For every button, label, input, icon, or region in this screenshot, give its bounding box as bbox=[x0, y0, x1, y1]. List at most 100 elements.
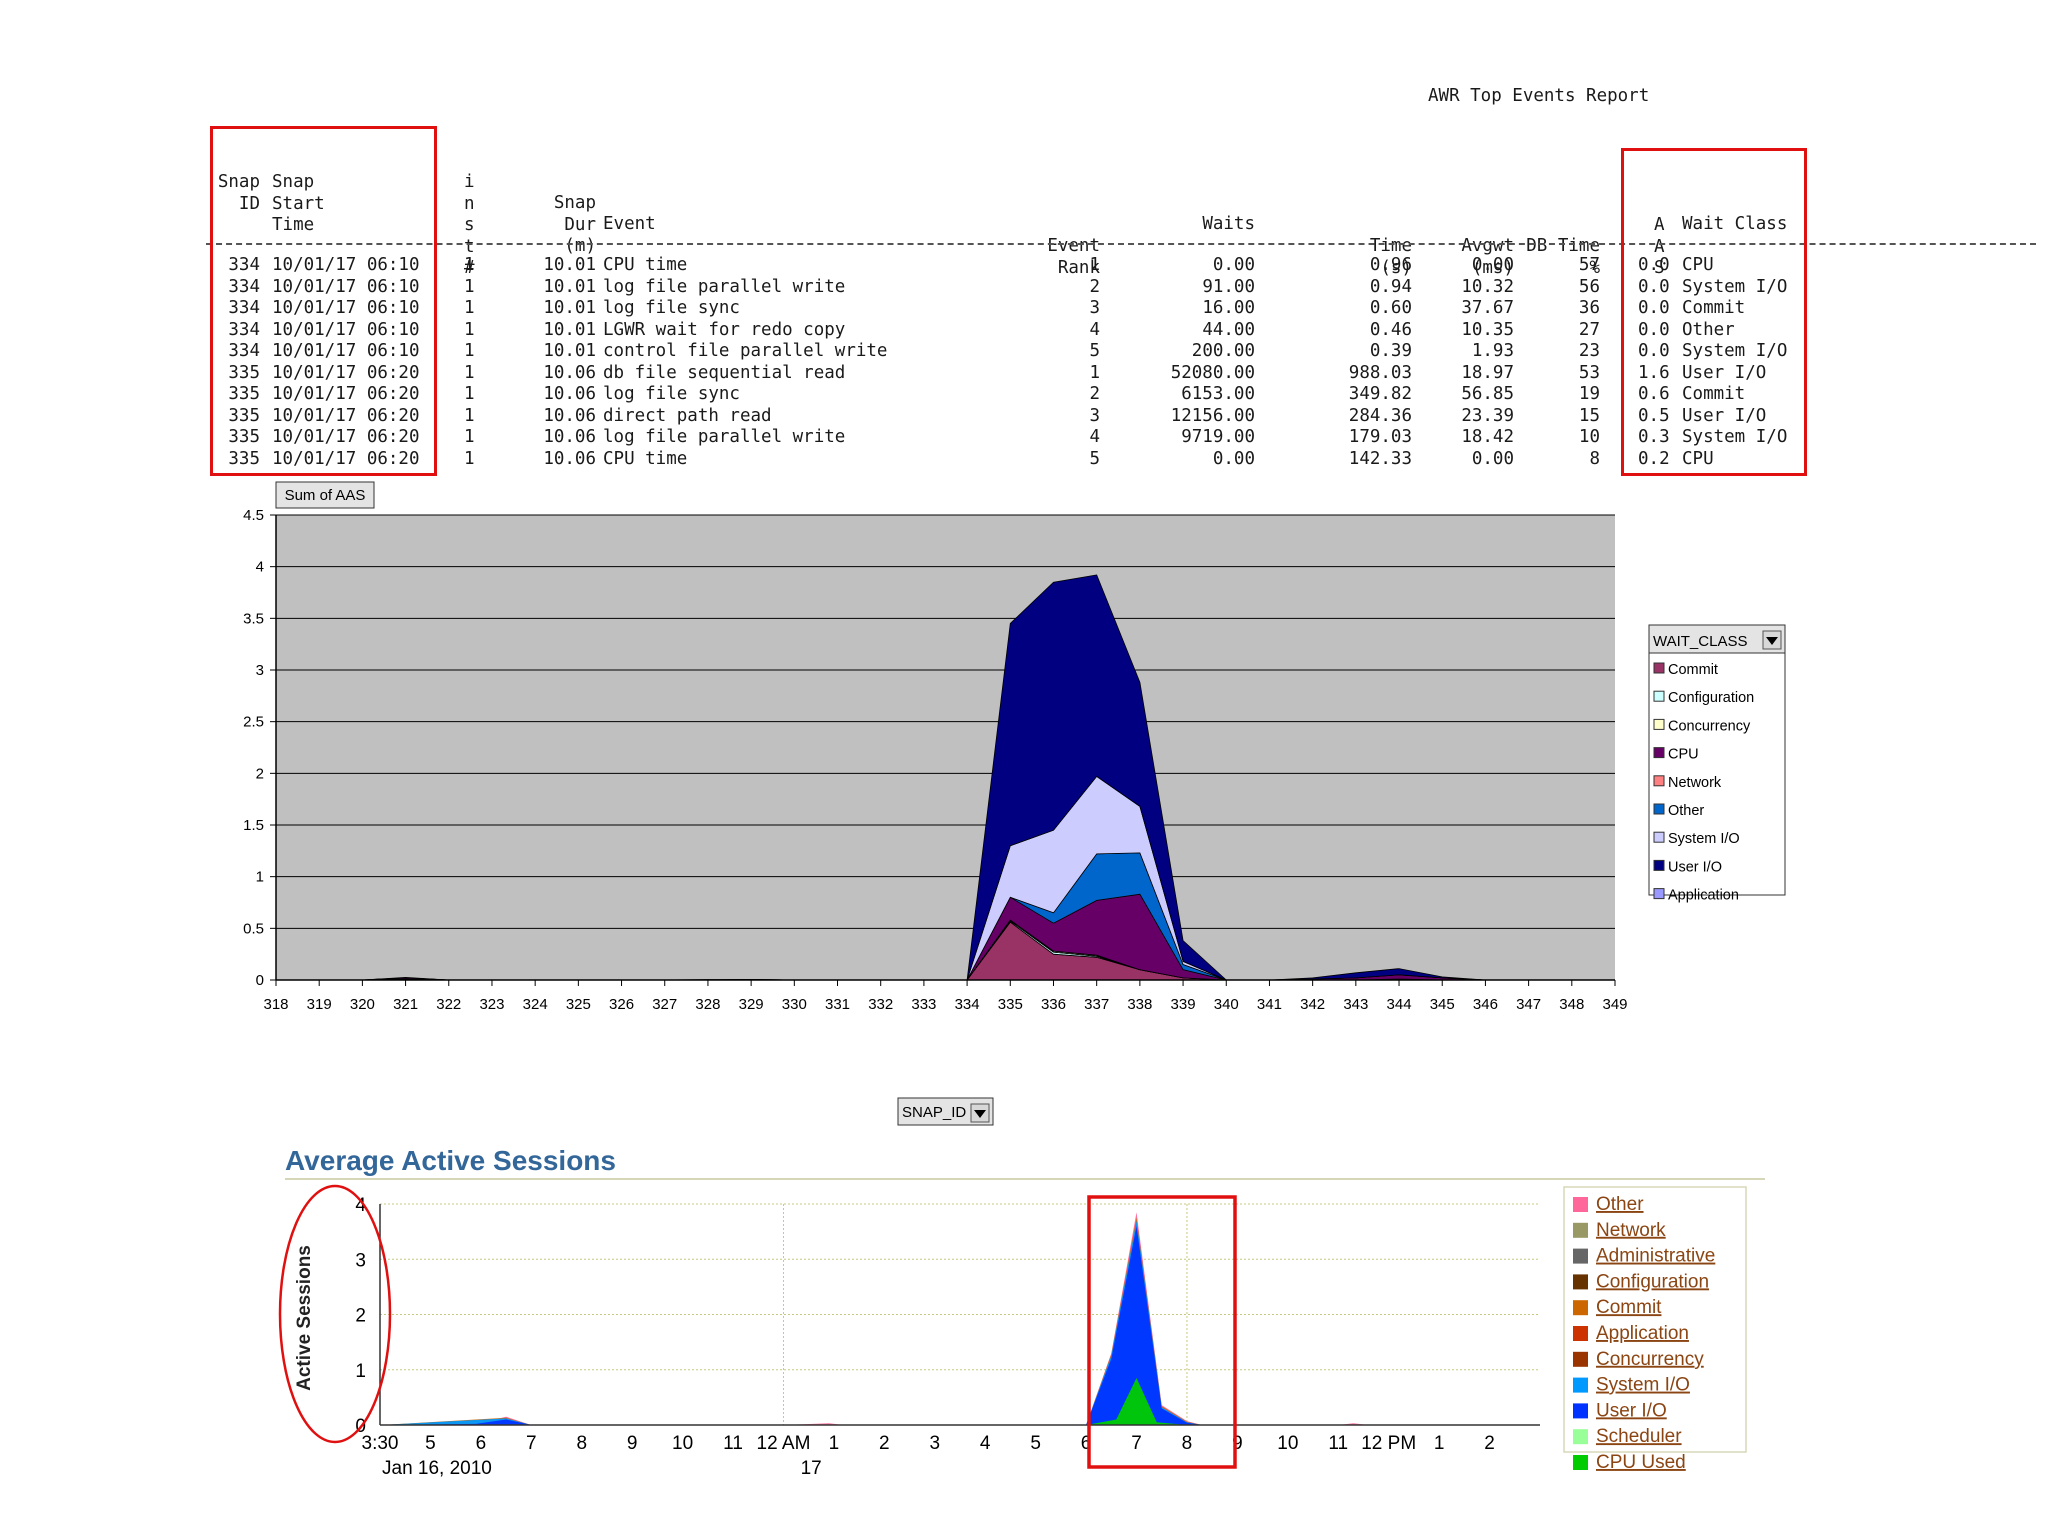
report-cell-dbtime: 36 bbox=[1578, 298, 1600, 318]
report-cell-inst: 1 bbox=[464, 276, 475, 297]
report-cell-time: 0.46 bbox=[1369, 319, 1412, 340]
x-tick-label: 8 bbox=[1182, 1433, 1193, 1454]
x-tick-label: 320 bbox=[350, 996, 375, 1013]
x-axis-ticks: 3:30 5 6 7 8 9 10 11 12 AM 1 2 3 4 5 6 7 8 9 10 11 12 PM 1 2 Ja… bbox=[362, 1433, 1495, 1479]
legend-link[interactable]: Scheduler bbox=[1596, 1426, 1682, 1447]
legend-items: Commit Configuration Concurrency CPU Network… bbox=[1653, 662, 1754, 904]
report-cell-snap-id: 334 bbox=[228, 341, 260, 361]
report-cell-dur: 10.01 bbox=[543, 276, 596, 297]
legend-link[interactable]: Other bbox=[1596, 1194, 1644, 1215]
header-snap-start: Snap Start Time bbox=[272, 172, 325, 235]
x-tick-label: 329 bbox=[739, 996, 764, 1013]
report-cell-waits: 44.00 bbox=[1202, 319, 1255, 340]
report-cell-event: control file parallel write bbox=[603, 341, 888, 361]
legend-link[interactable]: User I/O bbox=[1596, 1400, 1667, 1421]
y-axis-ticks: 0 0.5 1 1.5 2 2.5 3 3.5 4 4.5 bbox=[243, 507, 276, 989]
report-cell-inst: 1 bbox=[464, 448, 475, 469]
legend-link[interactable]: Network bbox=[1596, 1220, 1666, 1241]
x-tick-label: 10 bbox=[1277, 1433, 1298, 1454]
legend-link[interactable]: System I/O bbox=[1596, 1375, 1690, 1396]
report-cell-aas: 0.0 bbox=[1638, 319, 1670, 340]
report-cell-rank: 2 bbox=[1089, 276, 1100, 297]
y-tick-label: 2.5 bbox=[243, 714, 264, 731]
report-cell-rank: 5 bbox=[1089, 341, 1100, 361]
date-label: Jan 16, 2010 bbox=[382, 1458, 492, 1479]
x-tick-label: 1 bbox=[1434, 1433, 1445, 1454]
wait-class-dropdown[interactable] bbox=[1648, 624, 1786, 654]
report-cell-start: 10/01/17 06:10 bbox=[272, 298, 420, 318]
report-cell-snap-id: 334 bbox=[228, 319, 260, 340]
report-cell-wait-class: Commit bbox=[1682, 384, 1746, 404]
x-tick-label: 343 bbox=[1343, 996, 1368, 1013]
legend-swatch bbox=[1573, 1197, 1588, 1212]
legend-link[interactable]: Application bbox=[1596, 1323, 1689, 1344]
legend-link[interactable]: Concurrency bbox=[1596, 1349, 1704, 1370]
legend-link[interactable]: Configuration bbox=[1596, 1271, 1709, 1292]
y-tick-label: 1.5 bbox=[243, 817, 264, 834]
x-tick-label: 6 bbox=[1081, 1433, 1092, 1454]
legend-swatch bbox=[1573, 1300, 1588, 1316]
legend-link[interactable]: Administrative bbox=[1596, 1246, 1715, 1267]
report-cell-inst: 1 bbox=[464, 384, 475, 404]
legend-label: Concurrency bbox=[1668, 718, 1751, 734]
report-cell-rank: 4 bbox=[1089, 427, 1100, 447]
x-tick-label: 5 bbox=[425, 1433, 436, 1454]
legend-link[interactable]: CPU Used bbox=[1596, 1452, 1686, 1473]
x-tick-label: 11 bbox=[1328, 1433, 1348, 1454]
report-cell-snap-id: 334 bbox=[228, 255, 260, 275]
report-cell-rank: 2 bbox=[1089, 384, 1100, 404]
legend-title: WAIT_CLASS bbox=[1653, 633, 1747, 650]
report-cell-event: CPU time bbox=[603, 255, 688, 275]
report-cell-wait-class: CPU bbox=[1682, 448, 1714, 469]
report-cell-time: 179.03 bbox=[1348, 427, 1412, 447]
report-cell-rank: 4 bbox=[1089, 319, 1100, 340]
report-cell-snap-id: 334 bbox=[228, 298, 260, 318]
report-cell-start: 10/01/17 06:10 bbox=[272, 341, 420, 361]
x-tick-label: 12 AM bbox=[757, 1433, 811, 1454]
report-cell-event: LGWR wait for redo copy bbox=[603, 319, 846, 340]
x-tick-label: 338 bbox=[1127, 996, 1152, 1013]
legend-link[interactable]: Commit bbox=[1596, 1297, 1662, 1318]
snap-time-highlight bbox=[210, 126, 437, 476]
report-cell-time: 349.82 bbox=[1348, 384, 1412, 404]
sum-of-aas-button[interactable]: Sum of AAS bbox=[275, 481, 375, 509]
legend-swatch bbox=[1653, 690, 1665, 702]
report-cell-dur: 10.01 bbox=[543, 255, 596, 275]
report-cell-inst: 1 bbox=[464, 362, 475, 383]
report-cell-aas: 0.0 bbox=[1638, 255, 1670, 275]
x-tick-label: 3:30 bbox=[362, 1433, 399, 1454]
spike-highlight-box bbox=[1087, 1195, 1237, 1469]
report-cell-wait-class: System I/O bbox=[1682, 427, 1788, 447]
report-cell-aas: 0.3 bbox=[1638, 427, 1670, 447]
legend-swatch bbox=[1573, 1377, 1588, 1393]
report-cell-event: direct path read bbox=[603, 405, 772, 426]
snap-id-button[interactable]: SNAP_ID bbox=[897, 1097, 994, 1126]
x-tick-label: 322 bbox=[436, 996, 461, 1013]
area-user-i-o bbox=[380, 1226, 1540, 1425]
report-cell-start: 10/01/17 06:10 bbox=[272, 319, 420, 340]
x-tick-label: 332 bbox=[868, 996, 893, 1013]
report-cell-dbtime: 23 bbox=[1578, 341, 1600, 361]
legend-swatch bbox=[1653, 747, 1665, 759]
report-cell-time: 284.36 bbox=[1348, 405, 1412, 426]
x-tick-label: 8 bbox=[576, 1433, 587, 1454]
report-cell-avgwt: 23.39 bbox=[1461, 405, 1514, 426]
area-series bbox=[380, 1212, 1540, 1425]
report-cell-avgwt: 18.97 bbox=[1461, 362, 1514, 383]
date-label: 17 bbox=[801, 1458, 822, 1479]
report-cell-waits: 0.00 bbox=[1212, 255, 1255, 275]
header-snap-id: Snap ID bbox=[217, 172, 260, 214]
x-tick-label: 337 bbox=[1084, 996, 1109, 1013]
report-cell-wait-class: System I/O bbox=[1682, 276, 1788, 297]
report-cell-start: 10/01/17 06:20 bbox=[272, 448, 420, 469]
report-cell-dbtime: 10 bbox=[1578, 427, 1600, 447]
report-cell-dbtime: 53 bbox=[1578, 362, 1600, 383]
report-cell-dur: 10.01 bbox=[543, 298, 596, 318]
area-commit bbox=[380, 1217, 1540, 1425]
report-cell-inst: 1 bbox=[464, 319, 475, 340]
report-cell-waits: 16.00 bbox=[1202, 298, 1255, 318]
y-tick-label: 4 bbox=[256, 559, 264, 576]
report-cell-dur: 10.01 bbox=[543, 341, 596, 361]
report-cell-rank: 3 bbox=[1089, 298, 1100, 318]
